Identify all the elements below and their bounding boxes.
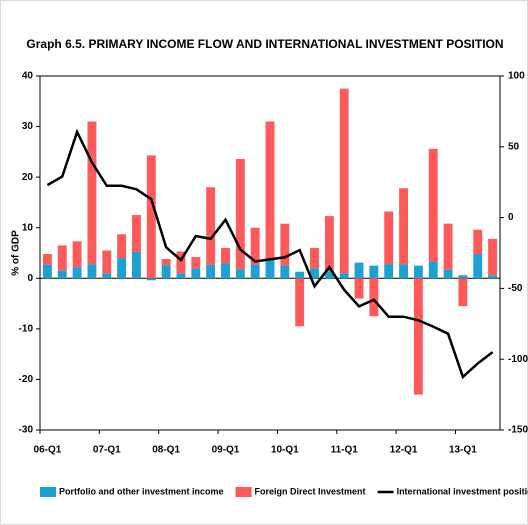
- bar: [473, 229, 483, 255]
- bar: [72, 241, 82, 268]
- chart-title: Graph 6.5. PRIMARY INCOME FLOW AND INTER…: [26, 37, 503, 51]
- bar: [399, 264, 408, 279]
- bar: [221, 263, 230, 279]
- bar: [132, 251, 141, 279]
- bar: [42, 254, 52, 265]
- legend-label: International investment position (rhs): [397, 486, 528, 496]
- bar: [221, 247, 230, 264]
- bar: [176, 273, 186, 279]
- bar: [458, 278, 468, 307]
- y2-tick-label: -100: [508, 354, 528, 365]
- bar: [339, 273, 349, 279]
- x-tick-label: 13-Q1: [449, 445, 477, 456]
- bar: [146, 155, 156, 279]
- bar: [206, 187, 216, 265]
- bar: [87, 264, 97, 279]
- bar: [458, 275, 468, 279]
- bar: [413, 278, 423, 395]
- plot-frame: [39, 75, 501, 431]
- bar: [235, 269, 245, 279]
- bar: [295, 271, 305, 279]
- x-tick-label: 08-Q1: [152, 445, 180, 456]
- y2-tick-label: 50: [508, 141, 520, 152]
- x-tick-label: 07-Q1: [93, 445, 121, 456]
- bar: [428, 261, 438, 279]
- bar: [324, 271, 334, 279]
- bar: [443, 223, 453, 270]
- legend-label: Foreign Direct Investment: [255, 486, 366, 496]
- bar: [42, 264, 52, 279]
- bar: [443, 269, 453, 279]
- bar: [176, 251, 186, 274]
- y-tick-label: 40: [22, 71, 34, 82]
- bar: [295, 278, 305, 327]
- bar: [354, 262, 364, 279]
- x-tick-label: 10-Q1: [271, 445, 299, 456]
- bar: [161, 265, 171, 279]
- y2-tick-label: 0: [508, 212, 514, 223]
- y-tick-label: -10: [19, 323, 34, 334]
- bar: [399, 188, 408, 265]
- bar: [57, 245, 67, 271]
- bar: [473, 254, 483, 279]
- y-axis-label: % of GDP: [11, 230, 22, 276]
- bar: [310, 247, 319, 269]
- y2-tick-label: 100: [508, 71, 525, 82]
- y-tick-label: -20: [19, 374, 34, 385]
- bar: [265, 260, 275, 279]
- bar: [488, 275, 498, 279]
- bar: [161, 259, 171, 266]
- bar: [102, 250, 112, 274]
- bar: [146, 278, 156, 281]
- bar: [265, 121, 275, 261]
- bar: [72, 267, 82, 279]
- x-tick-label: 09-Q1: [212, 445, 240, 456]
- y-tick-label: 20: [22, 172, 34, 183]
- bar: [235, 158, 245, 270]
- bar: [280, 265, 290, 279]
- bar: [488, 238, 498, 276]
- bar: [324, 216, 334, 272]
- y-tick-label: 30: [22, 121, 34, 132]
- x-tick-label: 11-Q1: [331, 445, 359, 456]
- y2-tick-label: -150: [508, 425, 528, 436]
- bar: [117, 234, 127, 259]
- bar: [339, 88, 349, 274]
- bar: [369, 265, 379, 279]
- bar: [428, 148, 438, 262]
- bar: [191, 268, 201, 279]
- legend-swatch: [40, 487, 56, 497]
- bar: [250, 227, 260, 265]
- y2-tick-label: -50: [508, 283, 523, 294]
- bar: [354, 278, 364, 299]
- legend-swatch: [235, 487, 252, 497]
- line-series: [46, 128, 494, 380]
- bar: [87, 121, 97, 265]
- y-tick-label: 10: [22, 222, 34, 233]
- x-tick-label: 12-Q1: [390, 445, 418, 456]
- legend-label: Portfolio and other investment income: [59, 486, 224, 496]
- bar: [117, 258, 127, 279]
- bar: [369, 278, 379, 317]
- y-tick-label: 0: [27, 273, 33, 284]
- bar: [102, 273, 112, 279]
- bar: [250, 264, 260, 279]
- bar: [57, 270, 67, 279]
- bar: [191, 257, 201, 269]
- bar: [310, 268, 319, 279]
- x-tick-label: 06-Q1: [34, 445, 62, 456]
- bar: [413, 265, 423, 279]
- bar: [132, 215, 141, 252]
- bar: [280, 223, 290, 266]
- y-tick-label: -30: [19, 425, 34, 436]
- bar: [384, 264, 394, 279]
- bar: [206, 264, 216, 279]
- bar: [384, 211, 394, 265]
